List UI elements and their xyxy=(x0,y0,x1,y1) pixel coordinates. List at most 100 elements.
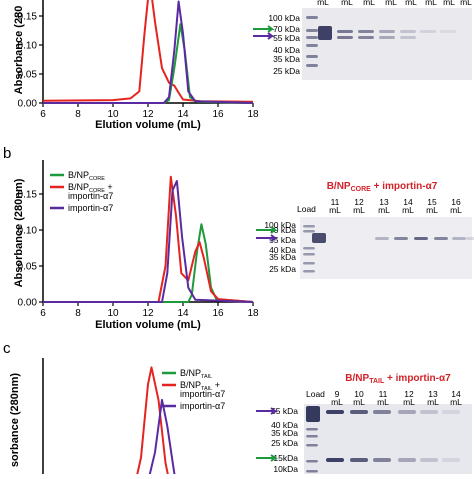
gel-band xyxy=(398,410,416,414)
green-arrow-b xyxy=(256,226,278,234)
marker-label: 70 kDa xyxy=(269,225,296,235)
legend-label: B/NPCORE + xyxy=(68,182,113,194)
x-tick-label: 8 xyxy=(75,308,81,319)
gel-band xyxy=(434,237,448,240)
legend-label: B/NPCORE xyxy=(68,170,105,182)
series-lines-a xyxy=(42,0,254,104)
x-tick-label: 14 xyxy=(177,308,189,319)
gel-band xyxy=(452,237,466,240)
gel-a-lane-labels: mL mL mL mL mL mL mL mL xyxy=(317,0,472,7)
legend-label-line2: importin-α7 xyxy=(68,191,113,201)
y-tick-label: 0.10 xyxy=(18,41,38,52)
legend-label-line2: importin-α7 xyxy=(180,389,225,399)
x-axis-title-a: Elution volume (mL) xyxy=(95,119,201,131)
green-arrow-a xyxy=(253,25,275,33)
gel-band xyxy=(440,30,456,33)
gel-band xyxy=(337,36,353,39)
gel-band xyxy=(420,410,438,414)
y-tick-label: 0.15 xyxy=(18,190,38,201)
gel-band xyxy=(373,458,391,462)
gel-band xyxy=(306,16,318,19)
lane-label: 14 xyxy=(451,389,461,399)
marker-label: 25 kDa xyxy=(271,438,298,448)
purple-arrow-b xyxy=(256,234,278,242)
x-tick-label: 16 xyxy=(212,109,224,120)
gel-band xyxy=(400,36,416,39)
gel-band xyxy=(442,410,460,414)
gel-band xyxy=(358,36,374,39)
lane-unit: mL xyxy=(377,397,389,407)
gel-band xyxy=(303,262,315,265)
lane-unit: mL xyxy=(450,397,462,407)
gel-band xyxy=(350,458,368,462)
gel-band xyxy=(379,36,395,39)
lane-unit: mL xyxy=(353,397,365,407)
gel-band xyxy=(466,237,474,240)
gel-band xyxy=(306,29,318,32)
gel-band xyxy=(326,410,344,414)
gel-band xyxy=(398,458,416,462)
lane-unit: mL xyxy=(425,0,437,7)
gel-band xyxy=(303,270,315,273)
gel-band xyxy=(350,410,368,414)
marker-label: 35 kDa xyxy=(273,54,300,64)
series-line-purple xyxy=(43,180,254,303)
gel-band xyxy=(306,435,318,438)
marker-label: 40 kDa xyxy=(269,245,296,255)
lane-unit: mL xyxy=(331,397,343,407)
marker-label: 35 kDa xyxy=(269,252,296,262)
lane-unit: mL xyxy=(341,0,353,7)
series-line-green xyxy=(43,23,254,104)
gel-band xyxy=(326,458,344,462)
series-line-green xyxy=(43,223,254,303)
x-axis-title-b: Elution volume (mL) xyxy=(95,319,201,331)
marker-label: 55 kDa xyxy=(271,406,298,416)
gel-c-bands xyxy=(306,406,460,473)
gel-band xyxy=(306,470,318,473)
lane-label: 11 xyxy=(331,197,340,207)
lane-label: 9 xyxy=(335,389,340,399)
panel-label-c: c xyxy=(3,340,11,357)
lane-label: 13 xyxy=(428,389,438,399)
marker-label: 35 kDa xyxy=(271,428,298,438)
series-line-red xyxy=(135,366,170,479)
lane-unit: mL xyxy=(353,205,365,215)
gel-c-title: B/NPTAIL + importin-α7 xyxy=(345,373,451,385)
lane-unit: mL xyxy=(450,205,462,215)
x-tick-label: 6 xyxy=(40,109,46,120)
gel-band xyxy=(306,428,318,431)
series-line-purple xyxy=(43,0,254,104)
gel-b: B/NPCORE + importin-α7 Load 11mL12mL13mL… xyxy=(256,181,474,279)
gel-band xyxy=(337,30,353,33)
x-tick-label: 10 xyxy=(107,109,119,120)
gel-c-load-label: Load xyxy=(306,389,325,399)
gel-band xyxy=(312,233,326,243)
lane-unit: mL xyxy=(385,0,397,7)
gel-band xyxy=(303,247,315,250)
y-axis-title-a: Absorbance (280 xyxy=(13,6,25,95)
lane-label: 14 xyxy=(403,197,413,207)
gel-band xyxy=(379,30,395,33)
lane-label: 13 xyxy=(379,197,389,207)
y-tick-label: 0.05 xyxy=(18,70,38,81)
y-tick-label: 0.15 xyxy=(18,12,38,23)
gel-band xyxy=(375,237,389,240)
marker-label: 55 kDa xyxy=(273,33,300,43)
gel-band xyxy=(306,55,318,58)
marker-label: 100 kDa xyxy=(268,13,300,23)
x-tick-label: 18 xyxy=(247,109,259,120)
gel-band xyxy=(306,44,318,47)
lane-unit: mL xyxy=(426,205,438,215)
y-tick-label: 0.10 xyxy=(18,226,38,237)
lane-label: 12 xyxy=(354,197,364,207)
x-tick-label: 10 xyxy=(107,308,119,319)
lane-unit: mL xyxy=(460,0,472,7)
lane-unit: mL xyxy=(363,0,375,7)
marker-label: 25 kDa xyxy=(269,264,296,274)
